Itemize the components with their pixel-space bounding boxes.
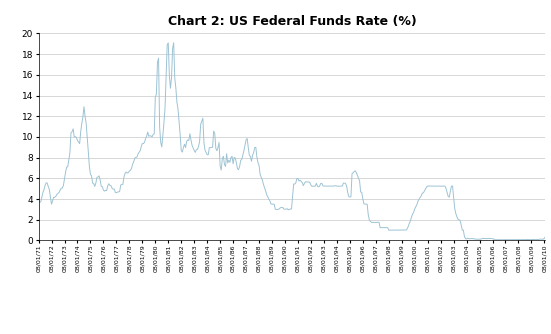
Title: Chart 2: US Federal Funds Rate (%): Chart 2: US Federal Funds Rate (%) — [168, 15, 417, 28]
